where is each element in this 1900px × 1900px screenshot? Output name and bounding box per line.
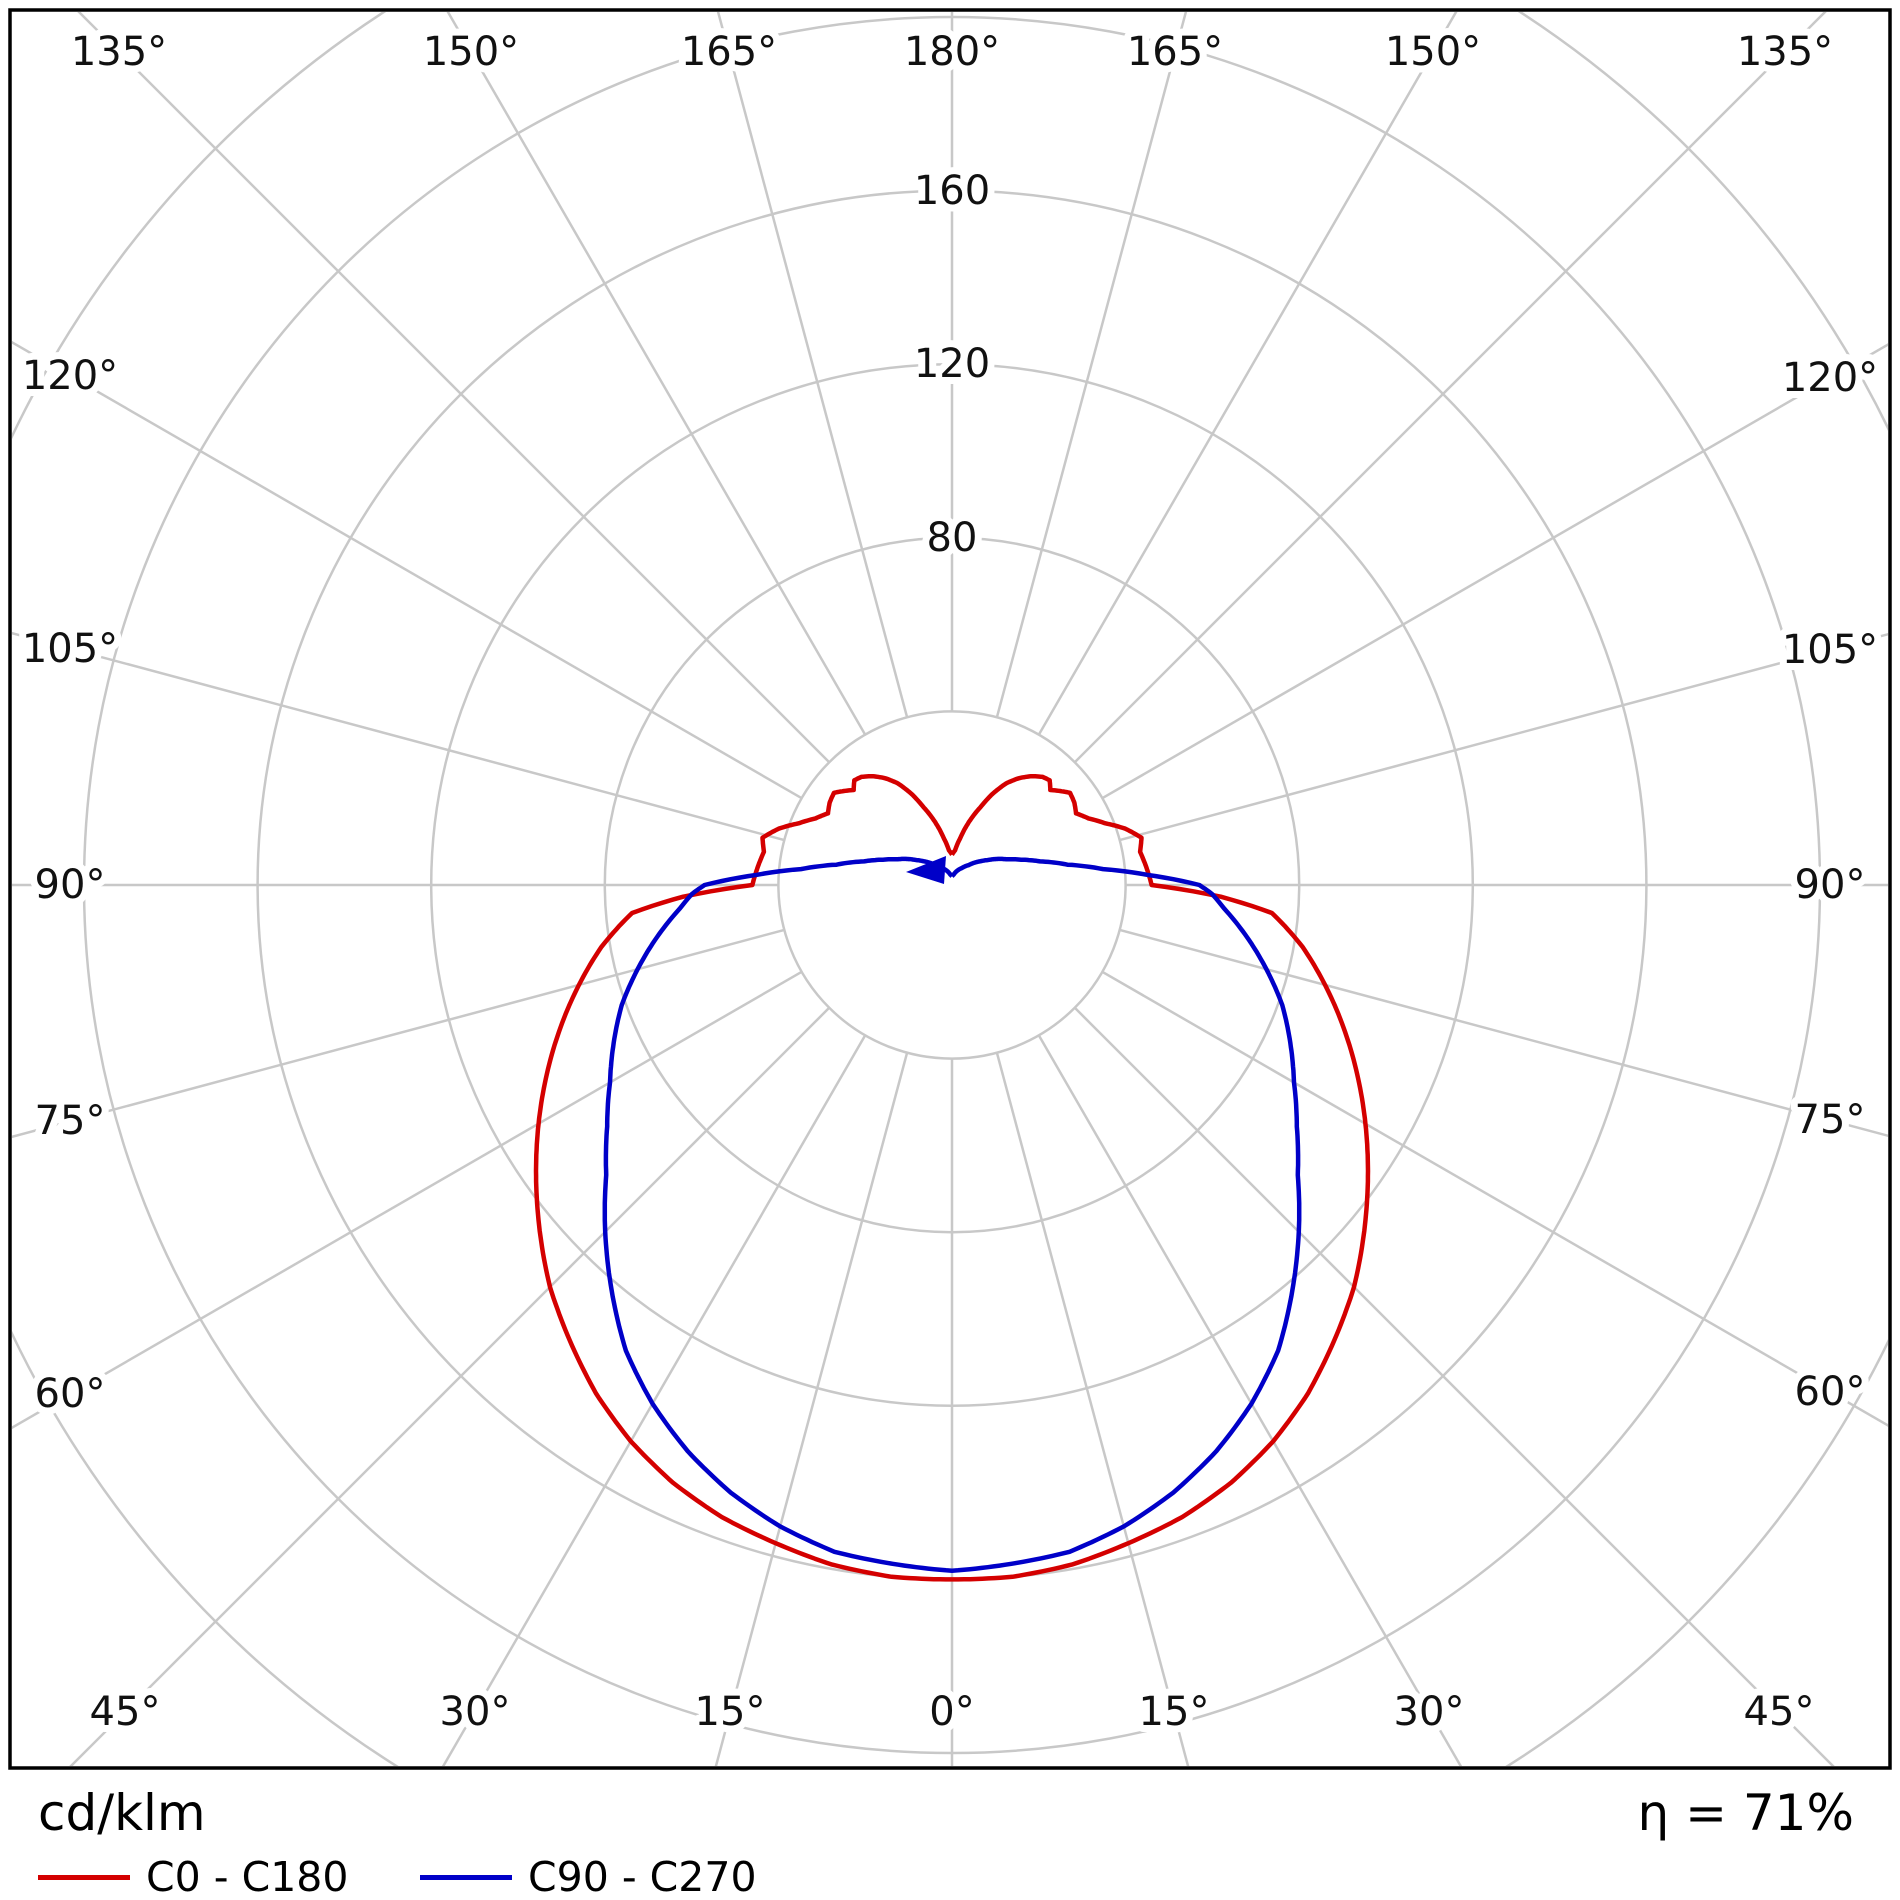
angle-label-90-left: 90° [35,862,106,908]
grid-spoke-240 [12,340,803,800]
grid-spoke-195 [716,12,909,718]
grid-spoke-150 [1037,12,1458,736]
c-plane-direction-arrow-icon [906,856,946,884]
angle-label-75-right: 75° [1795,1097,1866,1143]
grid-spoke-135 [1073,12,1827,764]
angle-label-135-right: 135° [1737,29,1833,75]
curve-C90-C270 [602,856,1302,1573]
legend-item-c90-c270: C90 - C270 [420,1853,757,1900]
angle-label-120-right: 120° [1782,355,1878,401]
grid-spoke-255 [12,631,785,842]
grid-spoke-45 [1073,1006,1835,1766]
legend-swatch-c90-c270-icon [420,1874,512,1880]
grid-spoke-105 [1119,632,1888,842]
angle-label-45-right: 45° [1744,1689,1815,1735]
angle-label-180-right: 180° [904,29,1000,75]
ring-label-120: 120 [914,341,990,387]
angle-label-75-left: 75° [35,1098,106,1144]
legend-item-c0-c180: C0 - C180 [38,1853,349,1900]
intensity-curves [533,773,1371,1582]
angle-label-105-left: 105° [22,626,118,672]
angle-label-15-left: 15° [695,1689,766,1735]
light-output-ratio-label: η = 71% [1637,1784,1854,1842]
grid-spoke-285 [12,928,785,1139]
grid-spoke-165 [995,12,1188,718]
units-label: cd/klm [38,1784,206,1842]
legend-swatch-c0-c180-icon [38,1874,130,1880]
angle-label-105-right: 105° [1782,627,1878,673]
legend-label-c0-c180: C0 - C180 [146,1853,349,1900]
angle-label-90-right: 90° [1795,862,1866,908]
grid-spoke-75 [1119,928,1888,1138]
angle-label-150-left: 150° [423,29,519,75]
grid-spoke-60 [1101,970,1888,1427]
ring-label-80: 80 [927,515,978,561]
grid-ring-40 [777,710,1127,1060]
ring-label-160: 160 [914,168,990,214]
angle-label-150-right: 150° [1385,29,1481,75]
grid-spoke-345 [714,1052,909,1766]
grid-spoke-300 [12,970,803,1430]
angle-label-165-left: 165° [681,29,777,75]
angle-label-15-right: 15° [1139,1689,1210,1735]
angle-label-135-left: 135° [71,29,167,75]
grid-spoke-15 [995,1052,1190,1766]
plot-border [8,8,1892,1770]
angle-label-30-right: 30° [1394,1689,1465,1735]
angle-label-0-right: 0° [929,1689,974,1735]
grid-spoke-330 [441,1034,867,1766]
angle-label-165-right: 165° [1127,29,1223,75]
curve-C0-C180 [533,773,1371,1582]
grid-spoke-225 [77,12,831,764]
grid-spoke-120 [1101,343,1888,800]
grid-spoke-30 [1037,1034,1463,1766]
angle-label-30-left: 30° [440,1689,511,1735]
angle-label-120-left: 120° [22,353,118,399]
legend-label-c90-c270: C90 - C270 [528,1853,757,1900]
grid-spoke-315 [69,1006,831,1766]
angle-label-60-left: 60° [35,1371,106,1417]
angle-label-60-right: 60° [1795,1369,1866,1415]
angle-label-45-left: 45° [90,1689,161,1735]
grid-spoke-210 [446,12,867,736]
axis-labels: 0° 15° 15° 30° 30° 45° 45° 60° 60° 75° 75° 90° 90° 10… [15,22,1885,1742]
